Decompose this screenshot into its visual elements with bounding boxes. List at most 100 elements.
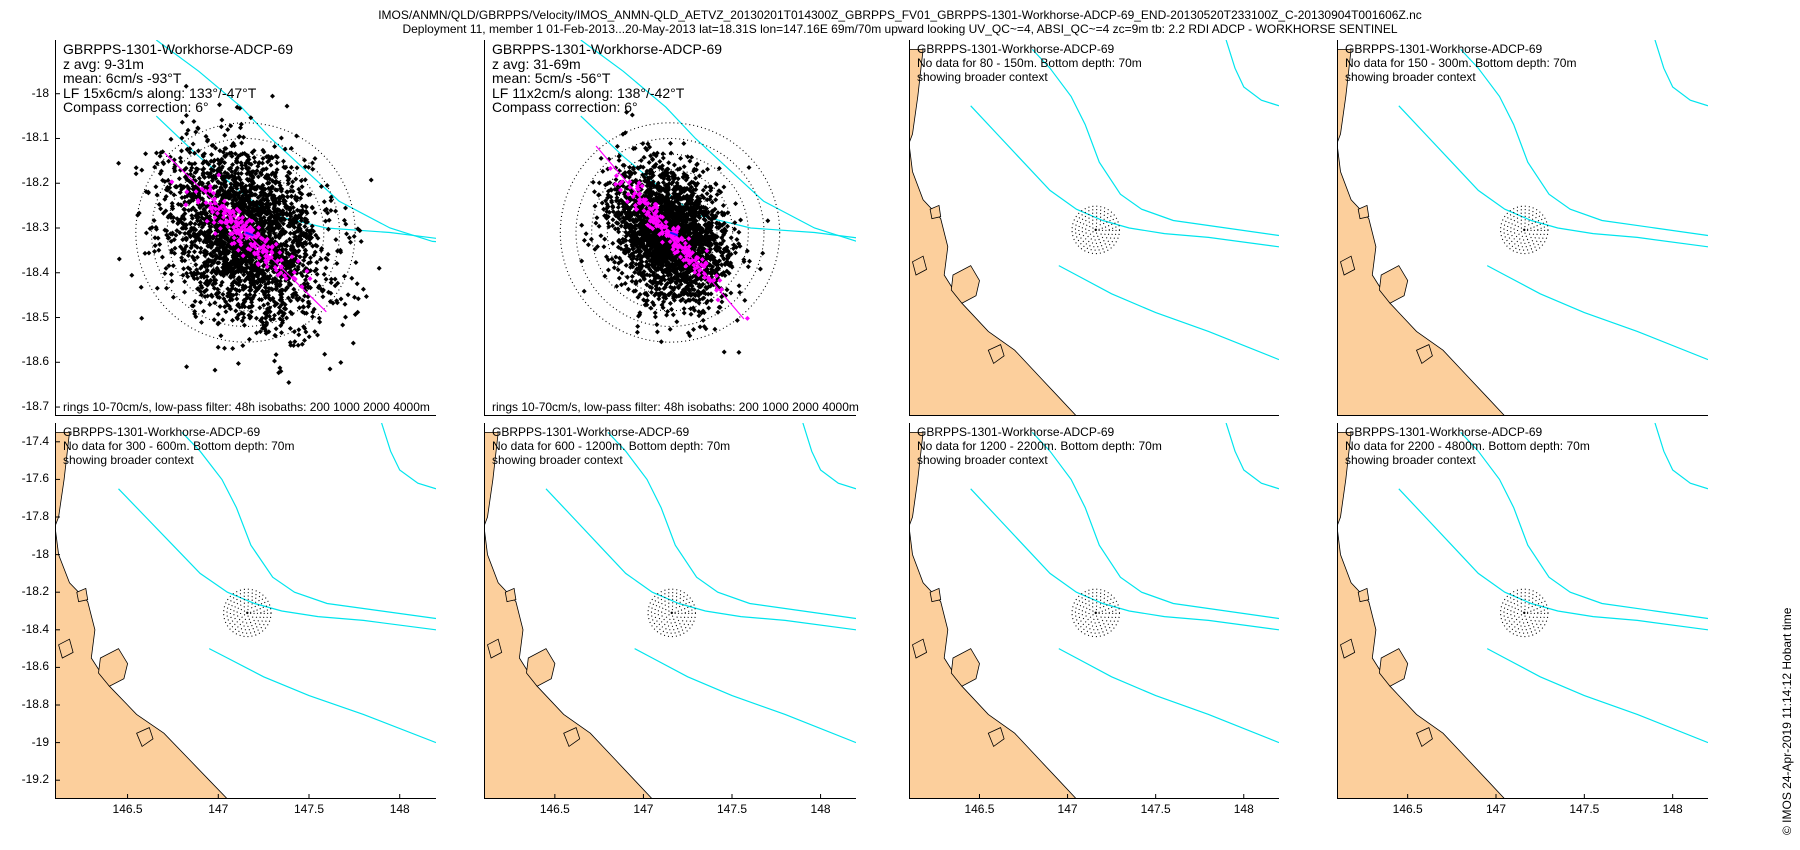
velocity-point — [295, 264, 301, 270]
velocity-point — [270, 220, 276, 226]
velocity-point — [190, 303, 196, 309]
velocity-point — [602, 236, 608, 242]
velocity-point — [615, 244, 621, 250]
velocity-point — [683, 299, 689, 305]
velocity-point — [240, 245, 246, 251]
velocity-point — [189, 239, 195, 245]
velocity-point — [644, 147, 650, 153]
velocity-point — [697, 215, 703, 221]
velocity-point — [264, 267, 270, 273]
panel-title: GBRPPS-1301-Workhorse-ADCP-69 — [63, 41, 294, 57]
velocity-point — [315, 332, 320, 338]
lowpass-point — [232, 213, 237, 219]
velocity-point — [652, 240, 658, 245]
velocity-point — [291, 286, 297, 292]
velocity-point — [310, 314, 316, 320]
velocity-point — [211, 317, 217, 323]
velocity-point — [338, 360, 344, 365]
velocity-point — [273, 326, 279, 332]
velocity-point — [717, 241, 723, 247]
lowpass-point — [221, 198, 227, 204]
velocity-point — [197, 236, 202, 242]
velocity-point — [179, 255, 185, 261]
velocity-point — [189, 242, 195, 248]
velocity-point — [229, 280, 235, 286]
velocity-point — [312, 156, 318, 161]
velocity-point — [302, 177, 308, 183]
lowpass-point — [239, 219, 245, 224]
velocity-point — [285, 181, 291, 186]
velocity-point — [709, 236, 715, 242]
velocity-point — [302, 164, 308, 170]
velocity-point — [723, 228, 729, 234]
velocity-point — [182, 174, 188, 180]
velocity-point — [186, 160, 192, 166]
velocity-point — [248, 309, 254, 315]
velocity-point — [290, 263, 296, 268]
velocity-point — [200, 153, 206, 159]
velocity-point — [728, 260, 734, 266]
velocity-point — [639, 239, 645, 244]
velocity-point — [290, 239, 296, 245]
velocity-point — [171, 166, 177, 171]
lowpass-point — [213, 206, 219, 212]
velocity-point — [335, 280, 341, 286]
velocity-point — [232, 286, 238, 292]
velocity-point — [181, 248, 187, 254]
velocity-point — [194, 276, 200, 281]
velocity-point — [142, 250, 148, 256]
velocity-point — [233, 291, 239, 297]
velocity-point — [631, 232, 637, 238]
velocity-point — [204, 170, 210, 176]
velocity-point — [269, 279, 275, 285]
velocity-point — [670, 170, 676, 176]
velocity-point — [195, 232, 201, 238]
velocity-point — [240, 193, 246, 199]
velocity-point — [236, 153, 241, 159]
isobath-fragment-1 — [580, 40, 856, 242]
velocity-point — [179, 186, 185, 192]
velocity-point — [236, 191, 242, 197]
panel-footnote: rings 10-70cm/s, low-pass filter: 48h is… — [63, 400, 430, 414]
lowpass-point — [225, 224, 231, 230]
panel-info-line: Compass correction: 6° — [63, 99, 209, 115]
velocity-point — [243, 162, 248, 168]
velocity-point — [259, 187, 265, 192]
velocity-point — [639, 254, 645, 260]
velocity-point — [151, 218, 157, 223]
velocity-point — [212, 268, 218, 274]
velocity-point — [302, 231, 308, 237]
velocity-point — [289, 243, 295, 249]
velocity-point — [656, 296, 662, 302]
velocity-point — [222, 153, 228, 159]
velocity-point — [323, 276, 329, 282]
velocity-point — [268, 260, 274, 266]
velocity-point — [277, 195, 283, 201]
velocity-point — [228, 274, 234, 280]
velocity-point — [656, 236, 662, 242]
velocity-point — [325, 251, 331, 257]
velocity-point — [280, 318, 286, 324]
velocity-point — [283, 258, 289, 264]
velocity-point — [222, 179, 228, 185]
velocity-point — [246, 160, 252, 166]
velocity-point — [181, 216, 187, 222]
velocity-point — [240, 210, 246, 216]
velocity-point — [346, 235, 352, 241]
velocity-point — [296, 234, 302, 240]
velocity-point — [251, 155, 257, 161]
velocity-point — [281, 311, 287, 316]
velocity-point — [667, 300, 673, 306]
velocity-point — [620, 183, 626, 189]
velocity-point — [229, 169, 235, 175]
lowpass-point — [278, 257, 284, 263]
velocity-point — [287, 230, 293, 236]
velocity-point — [618, 223, 624, 229]
velocity-point — [623, 262, 629, 268]
velocity-point — [159, 254, 165, 260]
velocity-point — [296, 213, 302, 219]
velocity-point — [244, 258, 250, 264]
velocity-point — [685, 216, 691, 222]
velocity-point — [215, 344, 221, 350]
velocity-point — [704, 212, 709, 218]
